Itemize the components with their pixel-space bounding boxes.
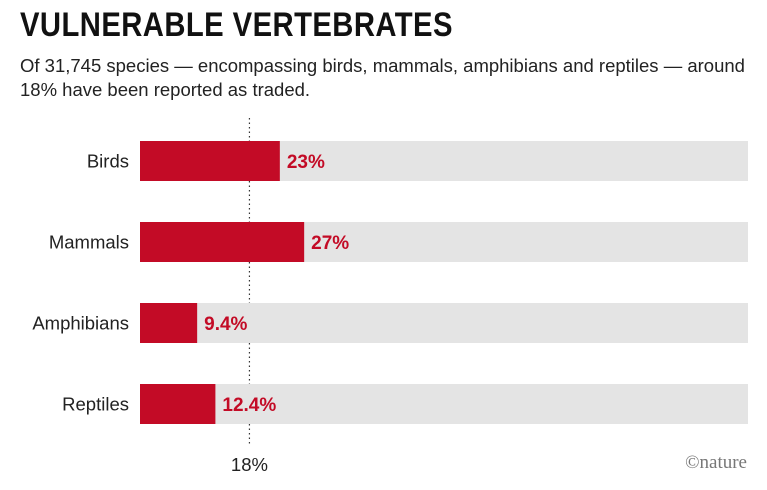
chart-title: VULNERABLE VERTEBRATES [20, 6, 453, 44]
category-label-birds: Birds [87, 151, 129, 172]
reference-line-label: 18% [231, 454, 268, 475]
nature-credit: ©nature [685, 452, 747, 473]
bar-track-reptiles [140, 384, 748, 424]
value-label-amphibians: 9.4% [204, 314, 247, 335]
bar-track-amphibians [140, 303, 748, 343]
bar-amphibians [140, 303, 198, 343]
category-label-reptiles: Reptiles [62, 394, 129, 415]
value-label-birds: 23% [287, 152, 325, 173]
bar-reptiles [140, 384, 216, 424]
chart-subtitle: Of 31,745 species — encompassing birds, … [20, 55, 745, 100]
bar-mammals [140, 222, 305, 262]
category-label-mammals: Mammals [49, 232, 129, 253]
value-label-mammals: 27% [311, 233, 349, 254]
value-label-reptiles: 12.4% [222, 395, 276, 416]
bar-birds [140, 141, 280, 181]
category-label-amphibians: Amphibians [32, 313, 129, 334]
